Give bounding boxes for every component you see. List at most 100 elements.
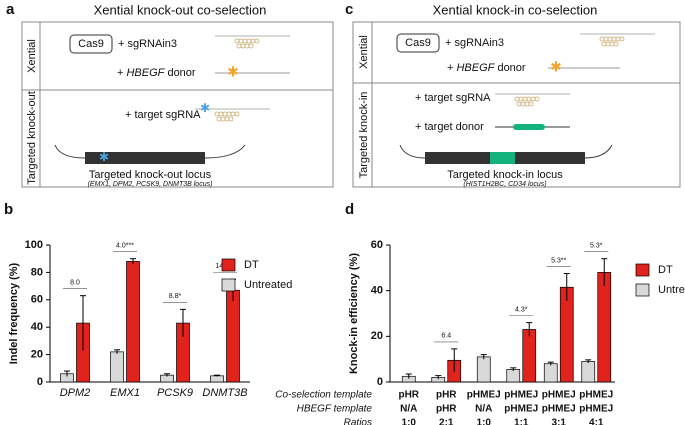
locus-insert <box>490 152 515 164</box>
panel-letter: c <box>345 1 353 18</box>
table-cell: pHMEJ <box>467 390 501 401</box>
annotation: 4.0*** <box>116 243 134 250</box>
bar <box>476 356 491 383</box>
y-tick-label: 40 <box>31 321 43 333</box>
donor: + HBEGF donor <box>447 62 526 74</box>
legend-swatch <box>635 283 650 297</box>
donor-part: + <box>447 62 456 74</box>
legend-label: Untreated <box>244 279 292 291</box>
x-tick-label: DPM2 <box>60 387 91 399</box>
locus-note: (EMX1, DPM2, PCSK9, DNMT3B locus) <box>88 181 213 188</box>
annotation: 5.3* <box>590 243 603 250</box>
locus-note: (HIST1H2BC, CD34 locus) <box>463 181 546 188</box>
table-cell: pHR <box>436 390 457 401</box>
sgrna-icon <box>214 35 291 49</box>
star: ✱ <box>200 101 210 115</box>
y-tick-label: 100 <box>25 239 43 251</box>
donor: + HBEGF donor <box>117 67 196 79</box>
annotation: 8.0 <box>70 280 80 287</box>
donor-part: donor <box>164 67 196 79</box>
target: + target sgRNA <box>415 92 491 104</box>
x-tick-label: PCSK9 <box>157 387 193 399</box>
sgrna-icon <box>494 93 571 107</box>
table-cell: pHR <box>398 390 419 401</box>
table-cell: pHMEJ <box>504 390 538 401</box>
legend-swatch <box>635 263 650 277</box>
table-cell: pHMEJ <box>579 404 613 415</box>
y-axis-label: Indel frequency (%) <box>8 262 20 364</box>
locus-label: Targeted knock-in locus <box>447 169 563 181</box>
sgrna-icon <box>579 33 656 47</box>
panel-letter: a <box>6 1 15 18</box>
table-cell: pHMEJ <box>579 390 613 401</box>
legend-swatch <box>221 278 236 292</box>
bar <box>126 261 140 383</box>
x-tick-label: EMX1 <box>110 387 140 399</box>
table-cell: 1:0 <box>402 418 417 425</box>
frame <box>352 21 681 188</box>
x-tick-label: DNMT3B <box>202 387 247 399</box>
panel-title: Xential knock-in co-selection <box>433 2 598 17</box>
cas9: Cas9 <box>78 38 104 50</box>
locus-bar <box>85 152 205 164</box>
table-cell: 4:1 <box>589 418 604 425</box>
locus-flank <box>204 144 246 159</box>
star: ✱ <box>550 59 562 75</box>
panel-c: c Xential knock-in co-selection Xential … <box>345 1 681 188</box>
annotation: 6.4 <box>441 333 451 340</box>
table-row-label: Co-selection template <box>275 390 372 401</box>
row-label: Targeted knock-in <box>358 92 370 179</box>
target: + target sgRNA <box>125 109 201 121</box>
locus-flank <box>584 144 613 159</box>
y-tick-label: 0 <box>377 376 383 388</box>
row-label: Xential <box>358 35 370 69</box>
table-cell: 2:1 <box>439 418 454 425</box>
table-cell: pHMEJ <box>504 404 538 415</box>
table-cell: pHMEJ <box>542 404 576 415</box>
panel-a: a Xential knock-out co-selection Xential… <box>6 1 334 188</box>
locus-flank <box>399 144 426 159</box>
table-row-label: HBEGF template <box>297 404 373 415</box>
table-cell: pHR <box>436 404 457 415</box>
table-cell: N/A <box>400 404 417 415</box>
table-row-label: Ratios <box>344 418 372 425</box>
bar <box>543 363 558 383</box>
locus-label: Targeted knock-out locus <box>89 169 212 181</box>
y-axis-label: Knock-in efficiency (%) <box>348 253 360 374</box>
cas9-box <box>396 33 440 53</box>
y-tick-label: 60 <box>371 239 383 251</box>
bar <box>597 272 612 383</box>
star: ✱ <box>99 150 109 164</box>
table-cell: N/A <box>475 404 492 415</box>
target: + target donor <box>415 121 484 133</box>
annotation: 4.3* <box>515 306 528 313</box>
y-tick-label: 40 <box>371 285 383 297</box>
table-cell: 3:1 <box>552 418 567 425</box>
table-cell: pHMEJ <box>542 390 576 401</box>
bar <box>110 351 124 383</box>
bar <box>581 361 596 383</box>
sgrna: + sgRNAin3 <box>445 37 504 49</box>
annotation: 8.8* <box>169 293 182 300</box>
legend-label: DT <box>244 259 259 271</box>
cas9: Cas9 <box>405 37 431 49</box>
bar <box>506 369 521 383</box>
legend-swatch <box>221 258 236 272</box>
annotation: 5.3** <box>551 257 566 264</box>
bar <box>559 286 574 383</box>
legend-label: DT <box>658 264 673 276</box>
table-cell: 1:0 <box>477 418 492 425</box>
sgrna: + sgRNAin3 <box>118 38 177 50</box>
bar <box>226 289 240 383</box>
y-tick-label: 80 <box>31 266 43 278</box>
donor-part: HBEGF <box>126 67 165 79</box>
locus-flank <box>54 144 86 159</box>
bar <box>522 329 537 383</box>
y-tick-label: 20 <box>31 349 43 361</box>
donor-part: HBEGF <box>456 62 495 74</box>
y-tick-label: 0 <box>37 376 43 388</box>
frame <box>21 21 334 188</box>
bar <box>210 375 224 383</box>
panel-letter: b <box>4 201 13 218</box>
